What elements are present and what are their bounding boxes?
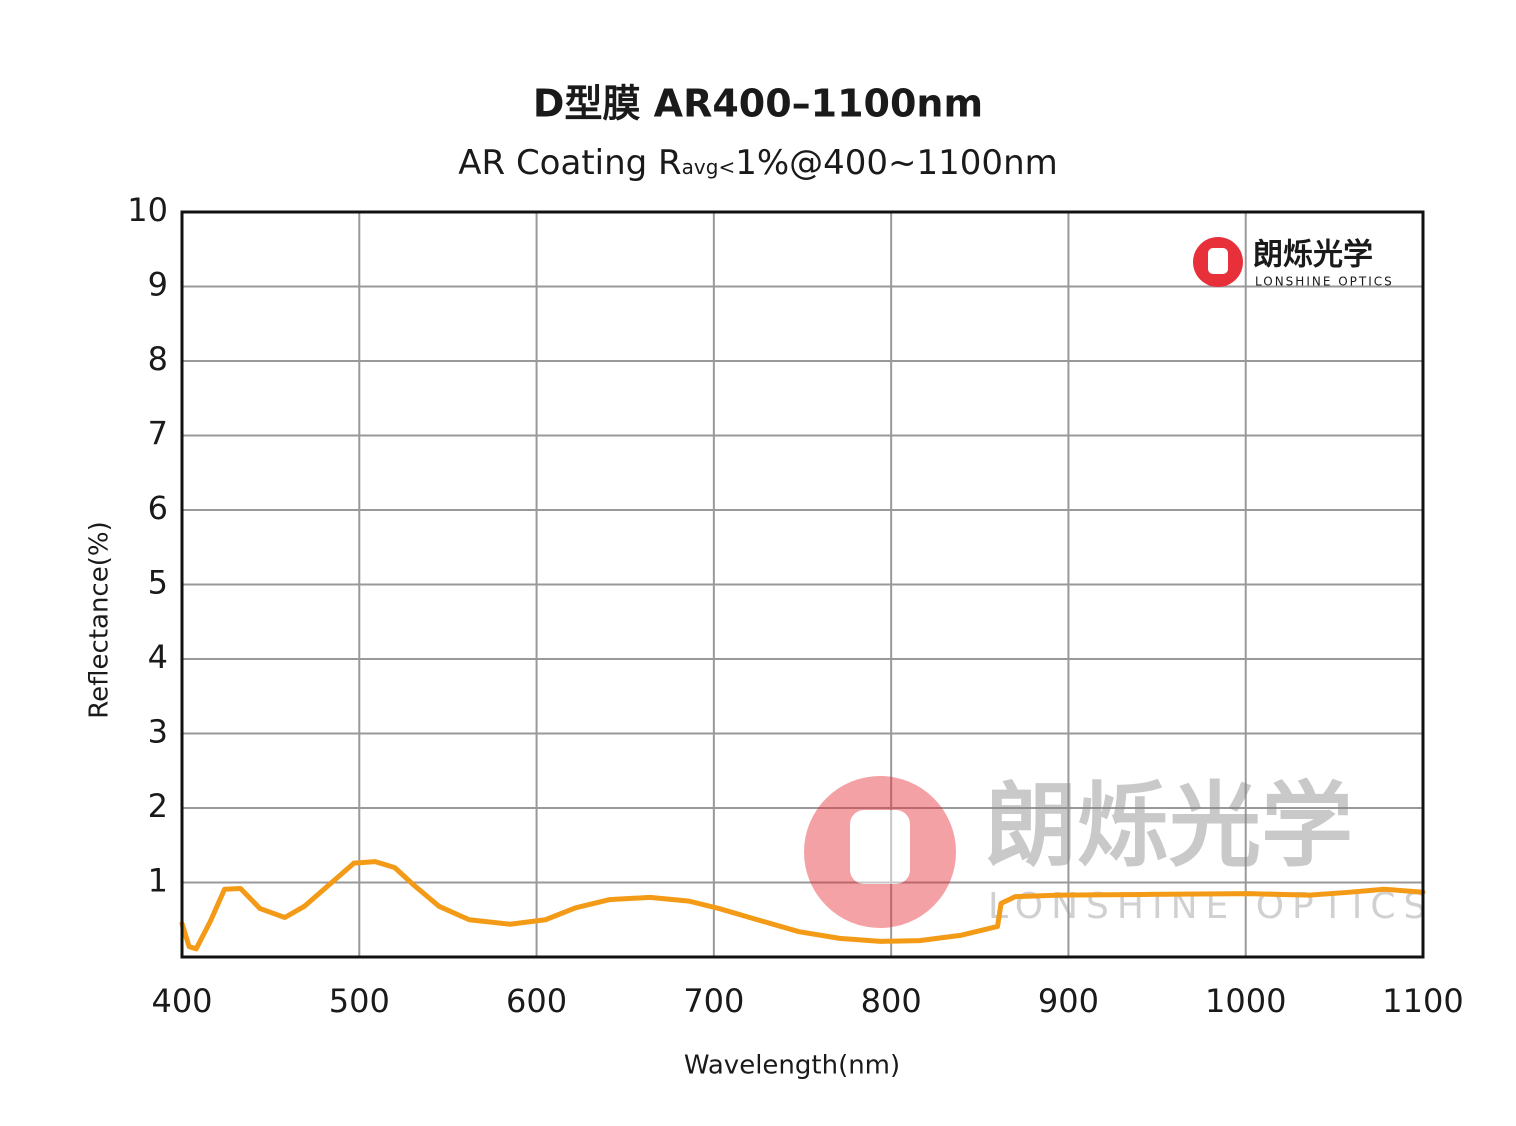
- data-line: [179, 859, 1426, 952]
- watermark: 朗烁光学 LONSHINE OPTICS: [804, 772, 1426, 928]
- y-tick-label: 9: [148, 266, 168, 304]
- y-tick-label: 5: [148, 564, 168, 602]
- x-tick-label: 1000: [1205, 982, 1286, 1020]
- logo-tagline: LONSHINE OPTICS: [1255, 275, 1394, 289]
- x-tick-label: 1100: [1382, 982, 1463, 1020]
- y-tick-label: 6: [148, 489, 168, 527]
- x-tick-label: 700: [683, 982, 744, 1020]
- x-tick-label: 800: [861, 982, 922, 1020]
- logo: 朗烁光学 LONSHINE OPTICS: [1193, 237, 1394, 289]
- y-tick-label: 4: [148, 638, 168, 676]
- y-tick-label: 3: [148, 713, 168, 751]
- y-tick-label: 1: [148, 862, 168, 900]
- y-tick-label: 8: [148, 340, 168, 378]
- logo-mark-inner: [1208, 248, 1228, 274]
- watermark-logo: [804, 776, 956, 928]
- x-tick-label: 900: [1038, 982, 1099, 1020]
- x-tick-label: 400: [151, 982, 212, 1020]
- watermark-name: 朗烁光学: [985, 772, 1353, 879]
- subtitle-rest: 1%@400~1100nm: [735, 143, 1058, 183]
- subtitle-sub: avg<: [682, 155, 736, 179]
- chart-title: D型膜 AR400–1100nm: [533, 82, 983, 126]
- y-axis-label: Reflectance(%): [85, 521, 115, 718]
- logo-name: 朗烁光学: [1253, 238, 1373, 273]
- y-tick-label: 2: [148, 787, 168, 825]
- subtitle-main: AR Coating R: [458, 143, 681, 183]
- x-tick-label: 500: [329, 982, 390, 1020]
- watermark-logo-inner: [850, 810, 910, 884]
- y-tick-label: 7: [148, 415, 168, 453]
- y-tick-label: 10: [127, 191, 168, 229]
- plot-frame: [180, 210, 1425, 959]
- x-axis-label: Wavelength(nm): [684, 1051, 900, 1081]
- x-tick-label: 600: [506, 982, 567, 1020]
- chart-subtitle: AR Coating Ravg<1%@400~1100nm: [458, 143, 1058, 183]
